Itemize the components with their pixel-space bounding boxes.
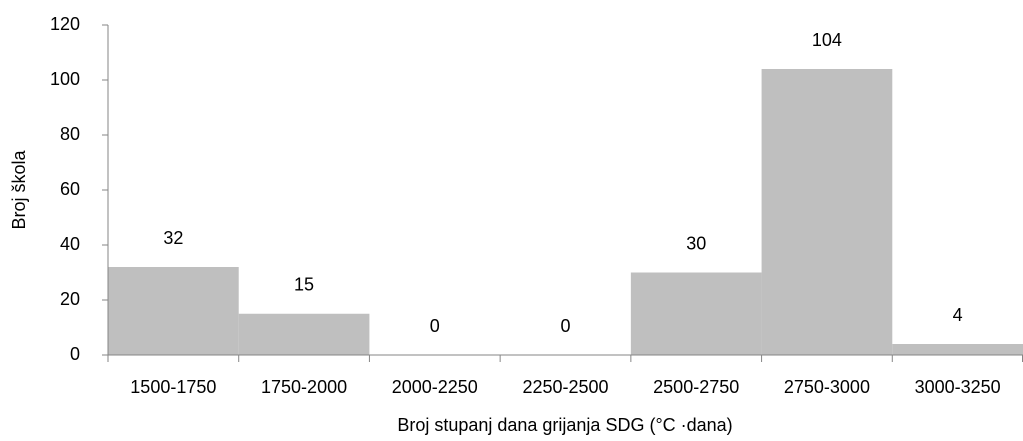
bar xyxy=(108,267,239,355)
data-label: 32 xyxy=(163,228,183,248)
y-tick-label: 80 xyxy=(60,124,80,144)
data-label: 4 xyxy=(953,305,963,325)
bar xyxy=(630,272,762,355)
y-tick-label: 60 xyxy=(60,179,80,199)
x-tick-label: 2750-3000 xyxy=(784,377,870,397)
x-tick-label: 2500-2750 xyxy=(653,377,739,397)
y-tick-label: 20 xyxy=(60,289,80,309)
y-tick-label: 100 xyxy=(50,69,80,89)
bar xyxy=(238,313,370,355)
x-tick-label: 1750-2000 xyxy=(261,377,347,397)
x-tick-label: 2250-2500 xyxy=(522,377,608,397)
x-tick-label: 1500-1750 xyxy=(130,377,216,397)
data-label: 30 xyxy=(686,233,706,253)
bar xyxy=(892,344,1023,355)
y-tick-label: 0 xyxy=(70,344,80,364)
x-tick-label: 2000-2250 xyxy=(392,377,478,397)
y-tick-label: 40 xyxy=(60,234,80,254)
data-label: 0 xyxy=(430,316,440,336)
data-label: 0 xyxy=(560,316,570,336)
data-label: 15 xyxy=(294,275,314,295)
x-axis-title: Broj stupanj dana grijanja SDG (°C ·dana… xyxy=(397,415,732,435)
data-label: 104 xyxy=(812,30,842,50)
bar xyxy=(761,69,893,355)
x-tick-label: 3000-3250 xyxy=(915,377,1001,397)
y-tick-label: 120 xyxy=(50,14,80,34)
y-axis-title: Broj škola xyxy=(9,149,29,229)
